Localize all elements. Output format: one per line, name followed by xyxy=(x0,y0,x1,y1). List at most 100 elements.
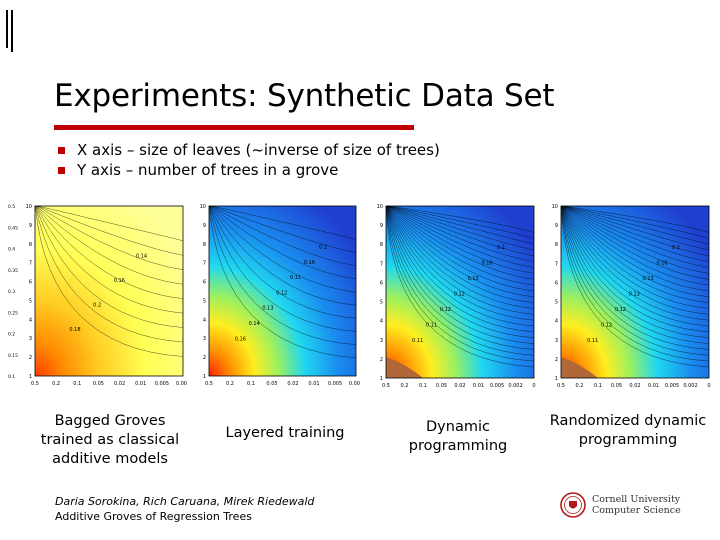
y-tick-label: 1 xyxy=(203,374,206,380)
square-bullet-icon xyxy=(58,146,65,154)
contour-value-label: 0.12 xyxy=(440,307,451,313)
x-tick-label: 0.1 xyxy=(247,381,255,387)
contour-line xyxy=(386,205,535,344)
y-tick-label: 7 xyxy=(380,261,383,267)
y-tick-label: 1 xyxy=(29,374,32,380)
cornell-seal-icon xyxy=(560,492,586,518)
contour-line xyxy=(209,205,357,332)
x-tick-label: 0.02 xyxy=(454,383,465,389)
x-tick-label: 0.02 xyxy=(114,381,125,387)
contour-line xyxy=(386,205,535,350)
contour-line xyxy=(387,205,535,280)
x-tick-label: 0.002 xyxy=(683,383,697,389)
x-tick-label: 0.2 xyxy=(576,383,584,389)
colorbar-tick-label: 0.25 xyxy=(8,310,18,316)
contour-value-label: 0.13 xyxy=(262,306,273,312)
contour-value-label: 0.11 xyxy=(290,275,301,281)
contour-line xyxy=(386,205,535,315)
contour-value-label: 0.11 xyxy=(412,338,423,344)
corner-bar-1 xyxy=(6,10,8,48)
y-tick-label: 4 xyxy=(29,317,32,323)
y-tick-label: 9 xyxy=(380,223,383,229)
contour-line xyxy=(36,205,184,299)
x-tick-label: 0.5 xyxy=(557,383,565,389)
contour-line xyxy=(561,205,710,327)
contour-line xyxy=(562,205,710,286)
y-tick-label: 2 xyxy=(555,357,558,363)
y-tick-label: 9 xyxy=(29,223,32,229)
contour-line xyxy=(388,205,535,233)
contour-line xyxy=(561,205,710,333)
contour-value-label: 0.14 xyxy=(136,254,147,260)
y-tick-label: 1 xyxy=(555,376,558,382)
contour-line xyxy=(386,205,535,321)
contour-value-label: 0.13 xyxy=(643,276,654,282)
colorbar-tick-label: 0.15 xyxy=(8,353,18,359)
caption-layered-training: Layered training xyxy=(225,425,345,441)
x-tick-label: 0.01 xyxy=(135,381,146,387)
contour-line xyxy=(37,205,184,256)
y-tick-label: 6 xyxy=(380,280,383,286)
contour-line xyxy=(35,205,184,314)
contour-line xyxy=(388,205,535,268)
contour-line xyxy=(37,205,184,242)
contour-line xyxy=(211,205,357,240)
contour-line xyxy=(387,205,535,292)
y-tick-label: 10 xyxy=(200,204,206,210)
y-tick-label: 5 xyxy=(555,300,558,306)
contour-line xyxy=(35,205,184,328)
contour-line xyxy=(210,205,357,306)
contour-line xyxy=(209,205,357,358)
contour-value-label: 0.18 xyxy=(69,327,80,333)
y-tick-label: 3 xyxy=(380,338,383,344)
caption-randomized-dp: Randomized dynamic programming xyxy=(549,413,707,448)
contour-value-label: 0.2 xyxy=(93,303,101,309)
contour-plot-bagged-groves: 10 9 8 7 6 5 4 3 2 1 0.5 0.2 0.1 0.05 0.02 0.01 0.005 0.0… xyxy=(5,200,187,390)
y-tick-label: 5 xyxy=(380,300,383,306)
colorbar-tick-label: 0.3 xyxy=(8,289,15,295)
contour-plot-randomized-dp: 10 9 8 7 6 5 4 3 2 1 0.5 0.2 0.1 0.05 0.02 0.01 0.005 0.0… xyxy=(545,200,715,392)
colorbar-tick-label: 0.5 xyxy=(8,204,15,210)
contour-line xyxy=(562,205,710,280)
contour-value-label: 0.12 xyxy=(276,290,287,296)
heatmap-field xyxy=(35,206,183,376)
footer-authors: Daria Sorokina, Rich Caruana, Mirek Ried… xyxy=(55,494,314,524)
contour-line xyxy=(388,205,535,251)
y-tick-label: 8 xyxy=(203,242,206,248)
contour-line xyxy=(562,205,710,274)
contour-line xyxy=(388,205,535,262)
contour-value-label: 0.11 xyxy=(587,338,598,344)
y-tick-label: 8 xyxy=(555,242,558,248)
y-tick-label: 5 xyxy=(29,298,32,304)
y-tick-label: 3 xyxy=(29,336,32,342)
x-tick-label: 0.5 xyxy=(31,381,39,387)
contour-value-label: 0.12 xyxy=(454,291,465,297)
contour-line xyxy=(561,205,710,321)
contour-value-label: 0.16 xyxy=(656,260,667,266)
contour-line xyxy=(210,205,357,293)
contour-line xyxy=(561,205,710,344)
contour-line xyxy=(561,205,710,315)
plot-border xyxy=(560,205,710,379)
contour-line xyxy=(211,205,357,267)
x-tick-label: 0.2 xyxy=(52,381,60,387)
x-tick-label: 0.05 xyxy=(93,381,104,387)
contour-line xyxy=(563,205,710,262)
contour-line xyxy=(387,205,535,309)
x-tick-label: 0.005 xyxy=(490,383,504,389)
colorbar-tick-label: 0.45 xyxy=(8,225,18,231)
contour-value-label: 0.12 xyxy=(601,322,612,328)
y-tick-label: 8 xyxy=(380,242,383,248)
corner-bar-2 xyxy=(11,10,13,52)
title-underline xyxy=(54,125,414,130)
x-tick-label: 0.05 xyxy=(611,383,622,389)
slide-title: Experiments: Synthetic Data Set xyxy=(54,78,555,114)
x-tick-label: 0.1 xyxy=(73,381,81,387)
y-tick-label: 5 xyxy=(203,298,206,304)
heatmap-field xyxy=(386,206,534,378)
contour-value-label: 0.2 xyxy=(497,245,505,251)
contour-line xyxy=(561,205,710,350)
contour-value-label: 0.2 xyxy=(672,245,680,251)
bullet-list: X axis – size of leaves (~inverse of siz… xyxy=(58,140,440,180)
contour-line xyxy=(561,205,710,362)
